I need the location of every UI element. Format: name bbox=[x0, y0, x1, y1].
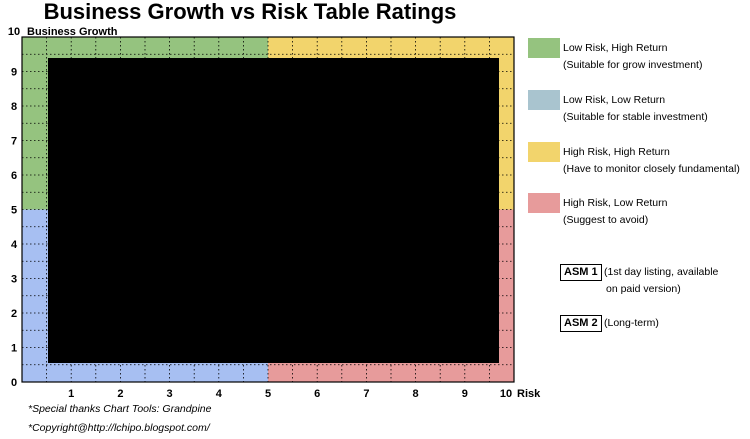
asm1-badge: ASM 1 bbox=[560, 264, 602, 281]
x-tick-label: 4 bbox=[216, 388, 223, 400]
legend-swatch-yellow bbox=[528, 142, 560, 162]
asm2-description: (Long-term) bbox=[604, 317, 659, 329]
chart-title: Business Growth vs Risk Table Ratings bbox=[43, 0, 457, 24]
plot-border bbox=[21, 36, 515, 383]
x-tick-label: 9 bbox=[462, 388, 468, 400]
legend-label: Low Risk, High Return bbox=[563, 42, 668, 54]
asm1-description-line2: on paid version) bbox=[606, 283, 681, 295]
x-tick-label: 3 bbox=[167, 388, 173, 400]
y-tick-label: 8 bbox=[11, 101, 17, 113]
x-tick-label: 7 bbox=[363, 388, 369, 400]
x-tick-label: 1 bbox=[68, 388, 74, 400]
legend-label: Low Risk, Low Return bbox=[563, 94, 666, 106]
asm1-description-line1: (1st day listing, available bbox=[604, 266, 719, 278]
y-tick-label: 5 bbox=[11, 205, 17, 217]
legend-text-high-risk-low-return: High Risk, Low Return (Suggest to avoid) bbox=[563, 195, 667, 229]
x-tick-label: 2 bbox=[117, 388, 123, 400]
legend-swatch-red bbox=[528, 193, 560, 213]
legend-note: (Have to monitor closely fundamental) bbox=[563, 163, 740, 175]
legend-swatch-blue bbox=[528, 90, 560, 110]
legend-text-low-risk-high-return: Low Risk, High Return (Suitable for grow… bbox=[563, 40, 702, 74]
x-tick-label: 6 bbox=[314, 388, 320, 400]
x-axis-label: Risk bbox=[517, 388, 541, 400]
x-tick-label: 8 bbox=[413, 388, 419, 400]
y-tick-label: 3 bbox=[11, 274, 17, 286]
footnote-copyright: *Copyright@http://lchipo.blogspot.com/ bbox=[28, 422, 210, 434]
y-tick-label: 1 bbox=[11, 343, 17, 355]
y-tick-label: 7 bbox=[11, 136, 17, 148]
legend-note: (Suitable for stable investment) bbox=[563, 111, 708, 123]
y-axis-label: Business Growth bbox=[27, 26, 118, 38]
y-tick-label: 9 bbox=[11, 67, 17, 79]
y-tick-label: 6 bbox=[11, 170, 17, 182]
y-tick-label: 0 bbox=[11, 377, 17, 389]
asm2-badge: ASM 2 bbox=[560, 315, 602, 332]
legend-swatch-green bbox=[528, 38, 560, 58]
legend-text-high-risk-high-return: High Risk, High Return (Have to monitor … bbox=[563, 144, 740, 178]
legend-label: High Risk, Low Return bbox=[563, 197, 668, 209]
y-tick-label: 10 bbox=[8, 26, 20, 38]
data-overlay bbox=[48, 58, 499, 363]
legend-label: High Risk, High Return bbox=[563, 146, 670, 158]
legend-note: (Suitable for grow investment) bbox=[563, 59, 703, 71]
y-tick-label: 2 bbox=[11, 308, 17, 320]
x-tick-label: 10 bbox=[500, 388, 512, 400]
legend-note: (Suggest to avoid) bbox=[563, 214, 649, 226]
y-tick-label: 4 bbox=[11, 239, 18, 251]
x-tick-label: 5 bbox=[265, 388, 271, 400]
footnote-thanks: *Special thanks Chart Tools: Grandpine bbox=[28, 403, 212, 415]
legend-text-low-risk-low-return: Low Risk, Low Return (Suitable for stabl… bbox=[563, 92, 708, 126]
